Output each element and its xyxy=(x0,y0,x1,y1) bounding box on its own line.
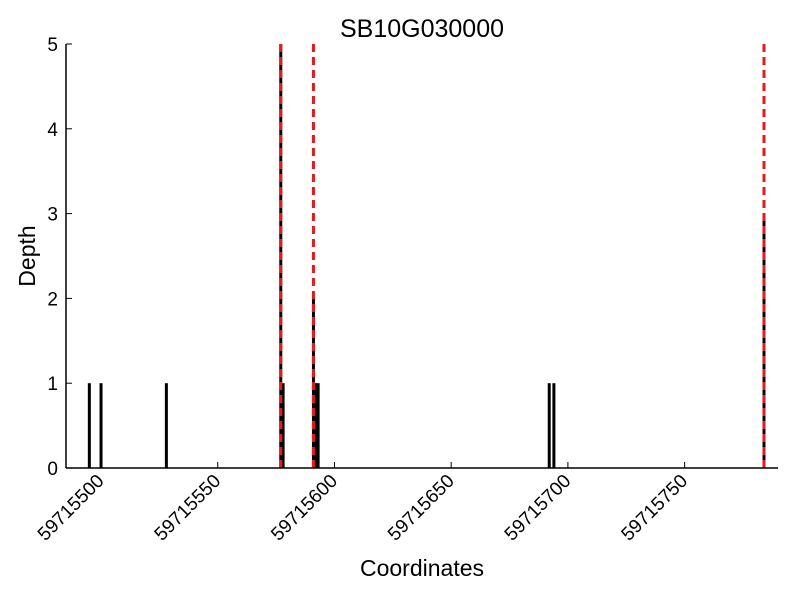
depth-bar xyxy=(164,383,168,468)
y-axis-label: Depth xyxy=(14,225,40,286)
depth-bar xyxy=(87,383,91,468)
y-tick-label: 0 xyxy=(47,459,58,480)
x-tick-label: 59715750 xyxy=(618,471,693,546)
y-tick-label: 3 xyxy=(47,205,58,226)
depth-bar xyxy=(762,213,766,468)
bars-layer xyxy=(87,44,766,468)
depth-bar xyxy=(314,383,318,468)
depth-bar xyxy=(547,383,551,468)
x-axis-label: Coordinates xyxy=(360,555,484,581)
x-tick-label: 59715650 xyxy=(384,471,459,546)
x-tick-label: 59715600 xyxy=(267,471,342,546)
reference-lines-layer xyxy=(279,44,766,468)
depth-bar xyxy=(316,383,320,468)
chart-title: SB10G030000 xyxy=(340,15,504,43)
depth-bar xyxy=(552,383,556,468)
axes-layer: 0 1 2 3 4 5 59715500 59715550 59715600 59715650 59… xyxy=(34,35,778,545)
depth-bar xyxy=(281,383,285,468)
x-tick-label: 59715550 xyxy=(151,471,226,546)
y-tick-label: 4 xyxy=(47,120,58,141)
y-tick-label: 1 xyxy=(47,374,58,395)
y-tick-label: 2 xyxy=(47,289,58,310)
x-tick-label: 59715500 xyxy=(34,471,109,546)
y-tick-label: 5 xyxy=(47,35,58,56)
x-tick-label: 59715700 xyxy=(501,471,576,546)
depth-bar xyxy=(99,383,103,468)
